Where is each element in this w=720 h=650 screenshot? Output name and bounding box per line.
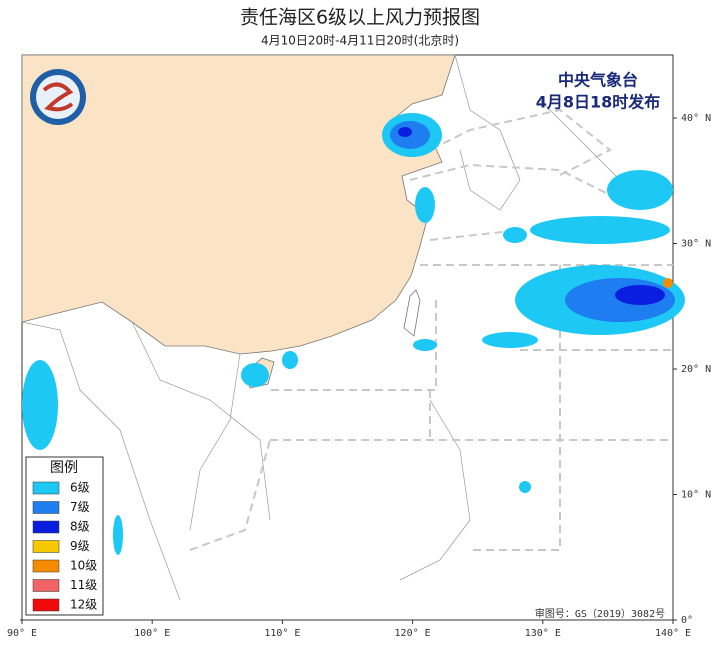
lon-label: 100° E [134, 628, 170, 639]
agency-name: 中央气象台 [558, 71, 638, 90]
issue-time: 4月8日18时发布 [536, 93, 661, 112]
lat-label: 40° N [681, 113, 711, 124]
legend-label: 11级 [70, 578, 97, 592]
lat-label: 20° N [681, 364, 711, 375]
legend-label: 10级 [70, 559, 97, 573]
lon-label: 120° E [395, 628, 431, 639]
lon-label: 140° E [655, 628, 691, 639]
legend-swatch [32, 540, 60, 553]
legend-swatch [32, 579, 60, 592]
legend-swatch [32, 481, 60, 495]
legend-label: 6级 [70, 481, 90, 495]
lon-label: 130° E [525, 628, 561, 639]
lon-label: 110° E [264, 628, 300, 639]
legend: 图例 6级 7级 8级 9级 10级 11级 12级 [25, 456, 104, 616]
logo [30, 69, 86, 125]
lon-label: 90° E [7, 628, 37, 639]
legend-swatch [32, 598, 60, 612]
legend-swatch [32, 559, 60, 573]
taiwan [403, 289, 421, 337]
title: 责任海区6级以上风力预报图 [240, 7, 480, 29]
approval-number: 审图号：GS（2019）3082号 [535, 607, 665, 620]
subtitle: 4月10日20时-4月11日20时(北京时) [261, 34, 459, 48]
legend-swatch [32, 520, 60, 534]
lat-label: 0° [681, 615, 693, 626]
legend-label: 9级 [70, 539, 90, 553]
lat-label: 10° N [681, 490, 711, 501]
legend-title: 图例 [50, 460, 78, 476]
legend-label: 8级 [70, 520, 90, 534]
lat-label: 30° N [681, 239, 711, 250]
wind-areas [22, 113, 685, 555]
legend-label: 12级 [70, 598, 97, 612]
legend-swatch [32, 501, 60, 514]
map [20, 54, 685, 621]
legend-label: 7级 [70, 500, 90, 514]
